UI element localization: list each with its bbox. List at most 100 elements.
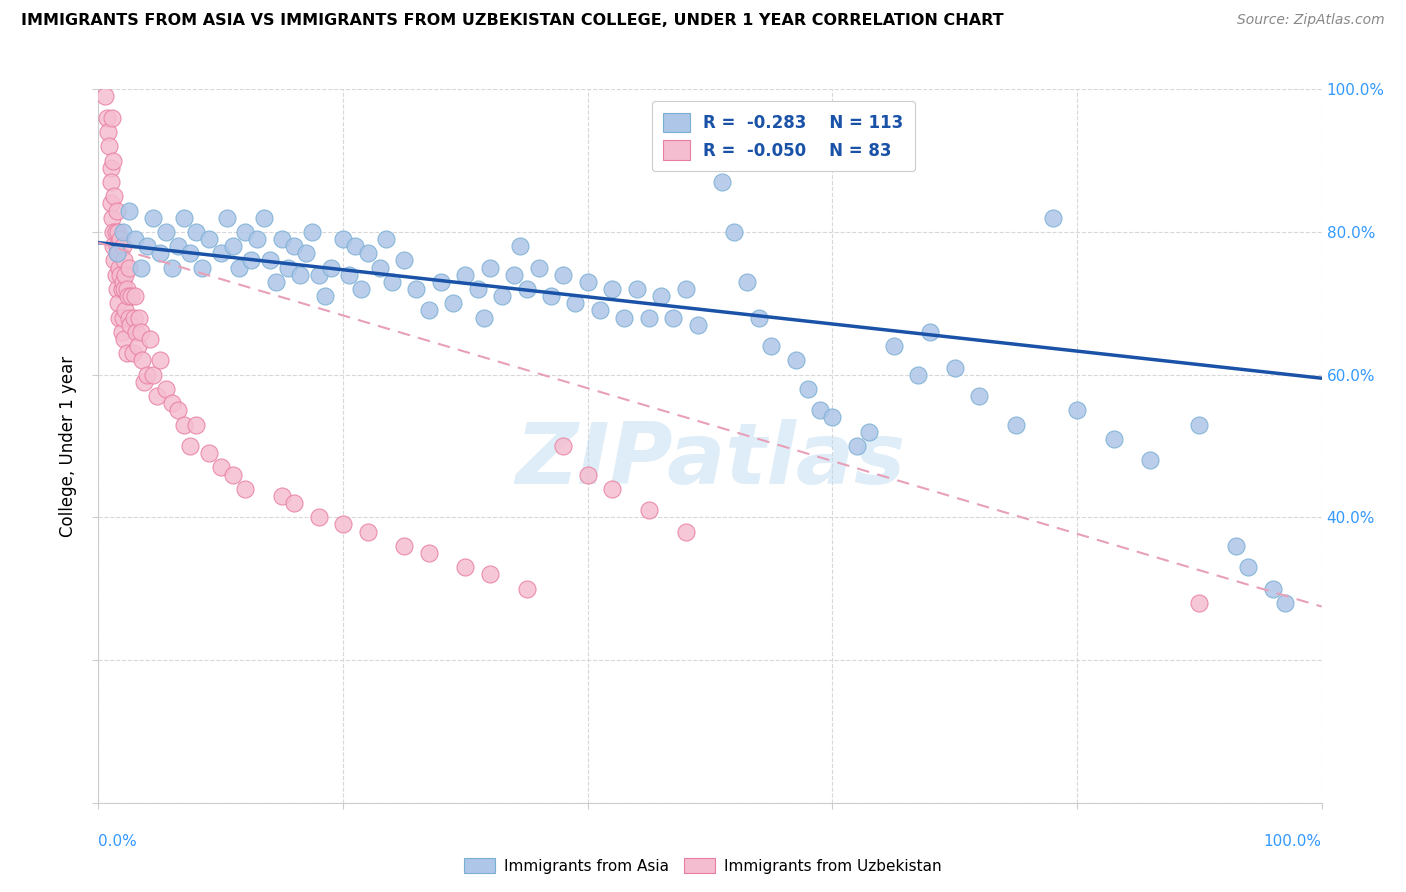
Point bbox=[264, 275, 287, 289]
Point bbox=[120, 289, 142, 303]
Point bbox=[131, 353, 153, 368]
Point bbox=[105, 246, 128, 260]
Point bbox=[368, 260, 391, 275]
Point bbox=[527, 260, 550, 275]
Point bbox=[332, 232, 354, 246]
Point bbox=[277, 260, 299, 275]
Point bbox=[613, 310, 636, 325]
Point bbox=[337, 268, 360, 282]
Point bbox=[104, 225, 127, 239]
Point bbox=[115, 282, 138, 296]
Point bbox=[124, 232, 146, 246]
Point bbox=[228, 260, 250, 275]
Point bbox=[808, 403, 831, 417]
Point bbox=[920, 325, 942, 339]
Point bbox=[252, 211, 274, 225]
Point bbox=[290, 268, 312, 282]
Point bbox=[515, 282, 537, 296]
Point bbox=[1139, 453, 1161, 467]
Point bbox=[233, 482, 256, 496]
Point bbox=[111, 275, 134, 289]
Text: 100.0%: 100.0% bbox=[1264, 834, 1322, 849]
Point bbox=[454, 560, 477, 574]
Point bbox=[112, 332, 135, 346]
Point bbox=[638, 503, 661, 517]
Point bbox=[1237, 560, 1260, 574]
Point bbox=[100, 196, 122, 211]
Point bbox=[374, 232, 396, 246]
Point bbox=[101, 111, 124, 125]
Point bbox=[344, 239, 367, 253]
Point bbox=[686, 318, 709, 332]
Point bbox=[118, 260, 141, 275]
Point bbox=[98, 139, 121, 153]
Point bbox=[638, 310, 661, 325]
Point bbox=[96, 111, 118, 125]
Point bbox=[943, 360, 966, 375]
Point bbox=[356, 524, 378, 539]
Point bbox=[308, 268, 330, 282]
Point bbox=[600, 482, 623, 496]
Point bbox=[509, 239, 531, 253]
Point bbox=[122, 310, 145, 325]
Point bbox=[491, 289, 513, 303]
Point bbox=[259, 253, 281, 268]
Point bbox=[589, 303, 612, 318]
Point bbox=[1225, 539, 1247, 553]
Point bbox=[478, 260, 501, 275]
Legend: R =  -0.283    N = 113, R =  -0.050    N = 83: R = -0.283 N = 113, R = -0.050 N = 83 bbox=[651, 101, 915, 171]
Point bbox=[845, 439, 868, 453]
Point bbox=[883, 339, 905, 353]
Text: ZIPatlas: ZIPatlas bbox=[515, 418, 905, 502]
Point bbox=[186, 225, 208, 239]
Point bbox=[319, 260, 342, 275]
Point bbox=[173, 417, 195, 432]
Point bbox=[127, 339, 149, 353]
Point bbox=[295, 246, 318, 260]
Point bbox=[111, 325, 134, 339]
Point bbox=[576, 467, 599, 482]
Point bbox=[167, 403, 190, 417]
Point bbox=[209, 460, 232, 475]
Point bbox=[553, 268, 575, 282]
Point bbox=[108, 310, 131, 325]
Point bbox=[136, 368, 159, 382]
Point bbox=[392, 539, 416, 553]
Point bbox=[101, 211, 124, 225]
Point bbox=[858, 425, 880, 439]
Point bbox=[515, 582, 537, 596]
Point bbox=[233, 225, 256, 239]
Point bbox=[222, 467, 245, 482]
Point bbox=[418, 303, 440, 318]
Point bbox=[907, 368, 929, 382]
Point bbox=[197, 446, 219, 460]
Y-axis label: College, Under 1 year: College, Under 1 year bbox=[59, 355, 77, 537]
Point bbox=[124, 289, 146, 303]
Point bbox=[1261, 582, 1284, 596]
Point bbox=[105, 239, 128, 253]
Point bbox=[186, 417, 208, 432]
Point bbox=[478, 567, 501, 582]
Point bbox=[246, 232, 269, 246]
Point bbox=[405, 282, 427, 296]
Point bbox=[711, 175, 734, 189]
Point bbox=[472, 310, 495, 325]
Point bbox=[121, 346, 143, 360]
Point bbox=[114, 268, 136, 282]
Point bbox=[626, 282, 648, 296]
Point bbox=[209, 246, 232, 260]
Point bbox=[107, 296, 129, 310]
Point bbox=[93, 89, 115, 103]
Point bbox=[129, 260, 152, 275]
Point bbox=[662, 310, 685, 325]
Point bbox=[155, 382, 177, 396]
Point bbox=[1042, 211, 1064, 225]
Point bbox=[149, 353, 172, 368]
Point bbox=[97, 125, 120, 139]
Point bbox=[723, 225, 745, 239]
Point bbox=[650, 289, 672, 303]
Point bbox=[761, 339, 783, 353]
Point bbox=[118, 203, 141, 218]
Point bbox=[301, 225, 323, 239]
Text: 0.0%: 0.0% bbox=[98, 834, 138, 849]
